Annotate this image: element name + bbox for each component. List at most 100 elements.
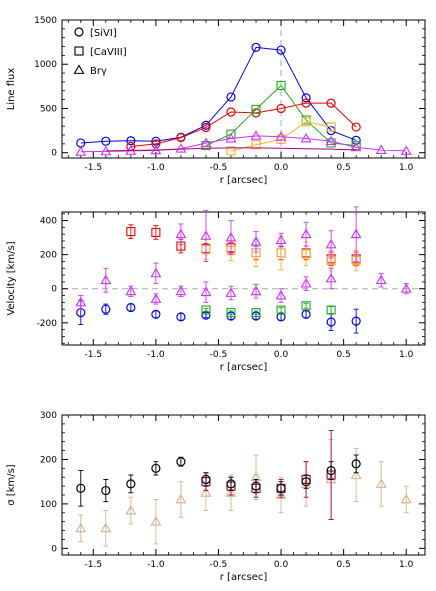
series-line — [130, 102, 357, 147]
data-point — [276, 248, 286, 258]
x-tick-label: -1.0 — [147, 560, 165, 570]
series-1 — [126, 98, 361, 152]
data-point — [325, 272, 337, 283]
legend-marker — [73, 64, 85, 74]
legend-label: Brγ — [90, 66, 107, 77]
y-tick-label: 300 — [40, 411, 57, 421]
x-tick-label: -0.5 — [210, 350, 228, 360]
data-point — [175, 493, 187, 504]
x-tick-label: 0.0 — [274, 350, 289, 360]
x-tick-label: -1.5 — [85, 350, 103, 360]
series-0 — [75, 438, 412, 547]
data-point — [326, 122, 336, 132]
data-point — [76, 483, 86, 493]
x-tick-label: -0.5 — [210, 560, 228, 570]
plot-frame — [61, 414, 426, 556]
legend: [SiVI] [CaVIII] Brγ — [73, 27, 127, 77]
data-point — [250, 130, 262, 140]
legend-marker — [74, 27, 84, 37]
y-axis-label: Line flux — [6, 68, 17, 111]
data-point — [351, 122, 361, 132]
data-point — [351, 459, 361, 469]
data-point — [301, 93, 311, 103]
data-point — [200, 137, 212, 147]
data-point — [225, 231, 237, 242]
data-point — [201, 122, 211, 133]
data-point — [276, 45, 286, 55]
data-point — [400, 283, 412, 293]
x-tick-label: -1.5 — [85, 560, 103, 570]
data-point — [200, 487, 212, 497]
data-point — [301, 117, 311, 127]
data-point — [301, 477, 311, 487]
x-tick-label: -1.5 — [85, 163, 103, 173]
data-point — [201, 305, 211, 315]
data-point — [350, 469, 362, 479]
x-tick-label: 0.5 — [336, 163, 350, 173]
y-tick-label: 100 — [40, 500, 57, 510]
y-tick-label: 1500 — [34, 16, 57, 26]
data-point — [100, 274, 112, 285]
series-0 — [76, 42, 361, 148]
sigma-panel: -1.5 -1.0 -0.5 0.0 0.5 1.0 0 100 200 300 r [arcsec… — [6, 411, 426, 583]
data-point — [400, 493, 412, 504]
data-point — [175, 285, 187, 296]
data-point — [275, 131, 287, 141]
data-point — [351, 135, 361, 145]
data-point — [251, 140, 261, 150]
data-point — [276, 305, 286, 315]
data-point — [226, 479, 236, 489]
data-point — [301, 301, 311, 311]
y-axis-label: Velocity [km/s] — [6, 241, 17, 315]
data-point — [100, 522, 112, 533]
series-5 — [150, 267, 337, 305]
data-point — [200, 286, 212, 297]
y-tick-label: 0 — [51, 544, 57, 554]
legend-label: [CaVIII] — [90, 47, 127, 58]
data-point — [126, 136, 136, 146]
series-4 — [75, 130, 412, 156]
data-point — [275, 289, 287, 300]
data-point — [326, 305, 336, 315]
series-line — [105, 147, 357, 152]
y-tick-label: 500 — [40, 104, 57, 114]
series-line — [230, 121, 332, 152]
data-point — [351, 316, 361, 326]
data-point — [151, 139, 161, 149]
x-axis-label: r [arcsec] — [220, 572, 268, 583]
y-axis-label: σ [km/s] — [6, 464, 17, 506]
y-tick-label: 200 — [40, 251, 57, 261]
data-point — [251, 481, 261, 491]
data-point — [226, 92, 236, 102]
series-3 — [201, 301, 336, 318]
data-point — [301, 98, 311, 108]
data-point — [400, 145, 412, 155]
data-point — [251, 104, 261, 114]
x-axis-label: r [arcsec] — [220, 362, 268, 373]
data-point — [125, 504, 137, 515]
x-tick-label: -1.0 — [147, 163, 165, 173]
data-point — [151, 463, 161, 473]
y-tick-label: 400 — [40, 217, 57, 227]
data-point — [276, 80, 286, 91]
velocity-panel: -1.5 -1.0 -0.5 0.0 0.5 1.0 -200 0 200 400 r [arcse… — [6, 206, 426, 373]
x-tick-label: 1.0 — [399, 350, 414, 360]
data-point — [375, 478, 387, 488]
data-point — [126, 227, 136, 237]
data-point — [201, 474, 211, 485]
y-tick-label: -200 — [37, 319, 58, 329]
data-point — [176, 133, 186, 143]
data-point — [150, 516, 162, 526]
y-tick-label: 0 — [51, 149, 57, 159]
data-point — [175, 228, 187, 239]
data-point — [226, 146, 236, 156]
data-point — [326, 98, 336, 108]
y-tick-label: 1000 — [34, 60, 57, 70]
line-flux-panel: -1.5 -1.0 -0.5 0.0 0.5 1.0 0 500 1000 1500 r [arcs… — [6, 16, 426, 186]
series-4 — [75, 206, 412, 310]
series-1 — [201, 430, 336, 520]
x-tick-label: -0.5 — [210, 163, 228, 173]
data-point — [350, 141, 362, 152]
series-5 — [105, 147, 357, 152]
data-point — [101, 136, 111, 146]
